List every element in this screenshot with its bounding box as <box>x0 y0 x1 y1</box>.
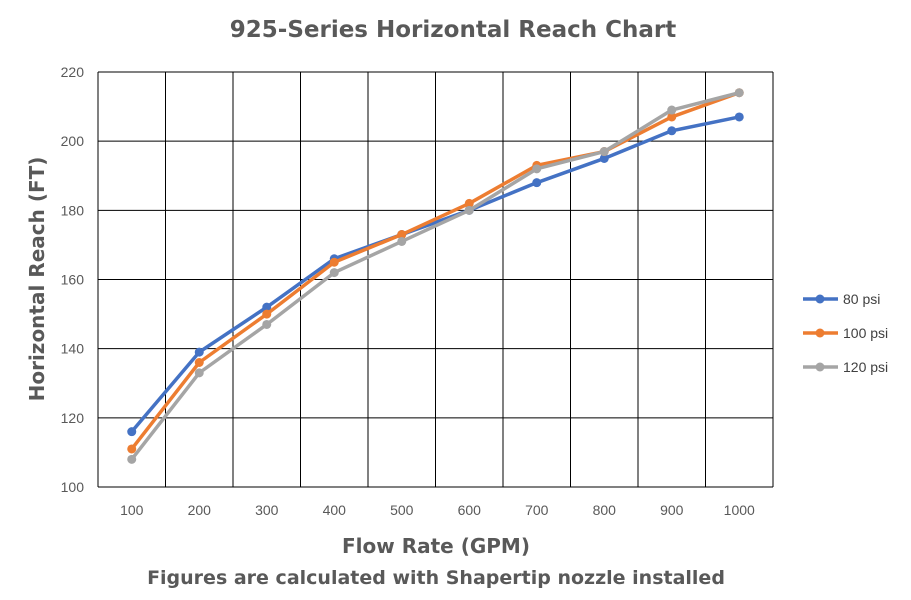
data-point <box>262 319 272 329</box>
x-tick-label: 700 <box>525 502 549 518</box>
data-point <box>667 112 677 122</box>
series-line <box>130 115 741 434</box>
y-tick-label: 200 <box>61 133 85 149</box>
data-point <box>667 126 677 136</box>
data-point <box>464 205 474 215</box>
x-tick-label: 200 <box>188 502 212 518</box>
data-point <box>532 178 542 188</box>
data-point <box>262 302 272 312</box>
data-point <box>599 153 609 163</box>
data-point <box>464 198 474 208</box>
x-tick-label: 500 <box>390 502 414 518</box>
data-point <box>194 358 204 367</box>
x-tick-label: 1000 <box>724 502 755 518</box>
data-point <box>194 368 204 378</box>
data-point <box>667 105 677 115</box>
y-axis-title: Horizontal Reach (FT) <box>25 157 49 402</box>
data-point <box>532 164 542 174</box>
series-group <box>127 88 744 464</box>
x-tick-label: 100 <box>120 502 144 518</box>
legend: 80 psi 100 psi 120 psi <box>803 291 888 375</box>
y-axis-ticks: 100 120 140 160 180 200 220 <box>61 64 85 495</box>
data-point <box>734 88 744 98</box>
x-tick-label: 400 <box>323 502 347 518</box>
x-axis-ticks: 100 200 300 400 500 600 700 800 900 1000 <box>120 502 755 518</box>
x-tick-label: 300 <box>255 502 279 518</box>
y-tick-label: 140 <box>61 341 85 357</box>
data-point <box>329 268 339 278</box>
legend-item: 80 psi <box>803 291 880 307</box>
y-tick-label: 100 <box>61 479 85 495</box>
x-tick-label: 600 <box>458 502 482 518</box>
data-point <box>127 427 137 437</box>
y-tick-label: 160 <box>61 272 85 288</box>
legend-label: 100 psi <box>843 325 888 341</box>
legend-label: 120 psi <box>843 359 888 375</box>
chart-title: 925-Series Horizontal Reach Chart <box>230 17 676 43</box>
legend-swatch-marker <box>815 328 825 338</box>
legend-label: 80 psi <box>843 291 880 307</box>
y-tick-label: 220 <box>61 64 85 80</box>
data-point <box>262 309 272 319</box>
data-point <box>734 112 744 122</box>
legend-item: 120 psi <box>803 359 888 375</box>
x-axis-title: Flow Rate (GPM) <box>342 534 530 558</box>
legend-swatch-marker <box>815 362 825 372</box>
data-point <box>397 236 407 246</box>
chart-caption: Figures are calculated with Shapertip no… <box>147 567 725 589</box>
legend-item: 100 psi <box>803 325 888 341</box>
series-line <box>130 91 741 462</box>
data-point <box>329 257 339 267</box>
y-tick-label: 120 <box>61 410 85 426</box>
series-line <box>130 91 741 451</box>
x-tick-label: 900 <box>660 502 684 518</box>
legend-swatch-marker <box>815 294 825 304</box>
data-point <box>397 230 407 240</box>
data-point <box>599 147 609 157</box>
plot-grid <box>97 71 774 488</box>
x-tick-label: 800 <box>593 502 617 518</box>
y-tick-label: 180 <box>61 202 85 218</box>
data-point <box>127 454 137 464</box>
data-point <box>127 444 137 454</box>
series-3 <box>127 88 744 464</box>
data-point <box>194 347 204 357</box>
